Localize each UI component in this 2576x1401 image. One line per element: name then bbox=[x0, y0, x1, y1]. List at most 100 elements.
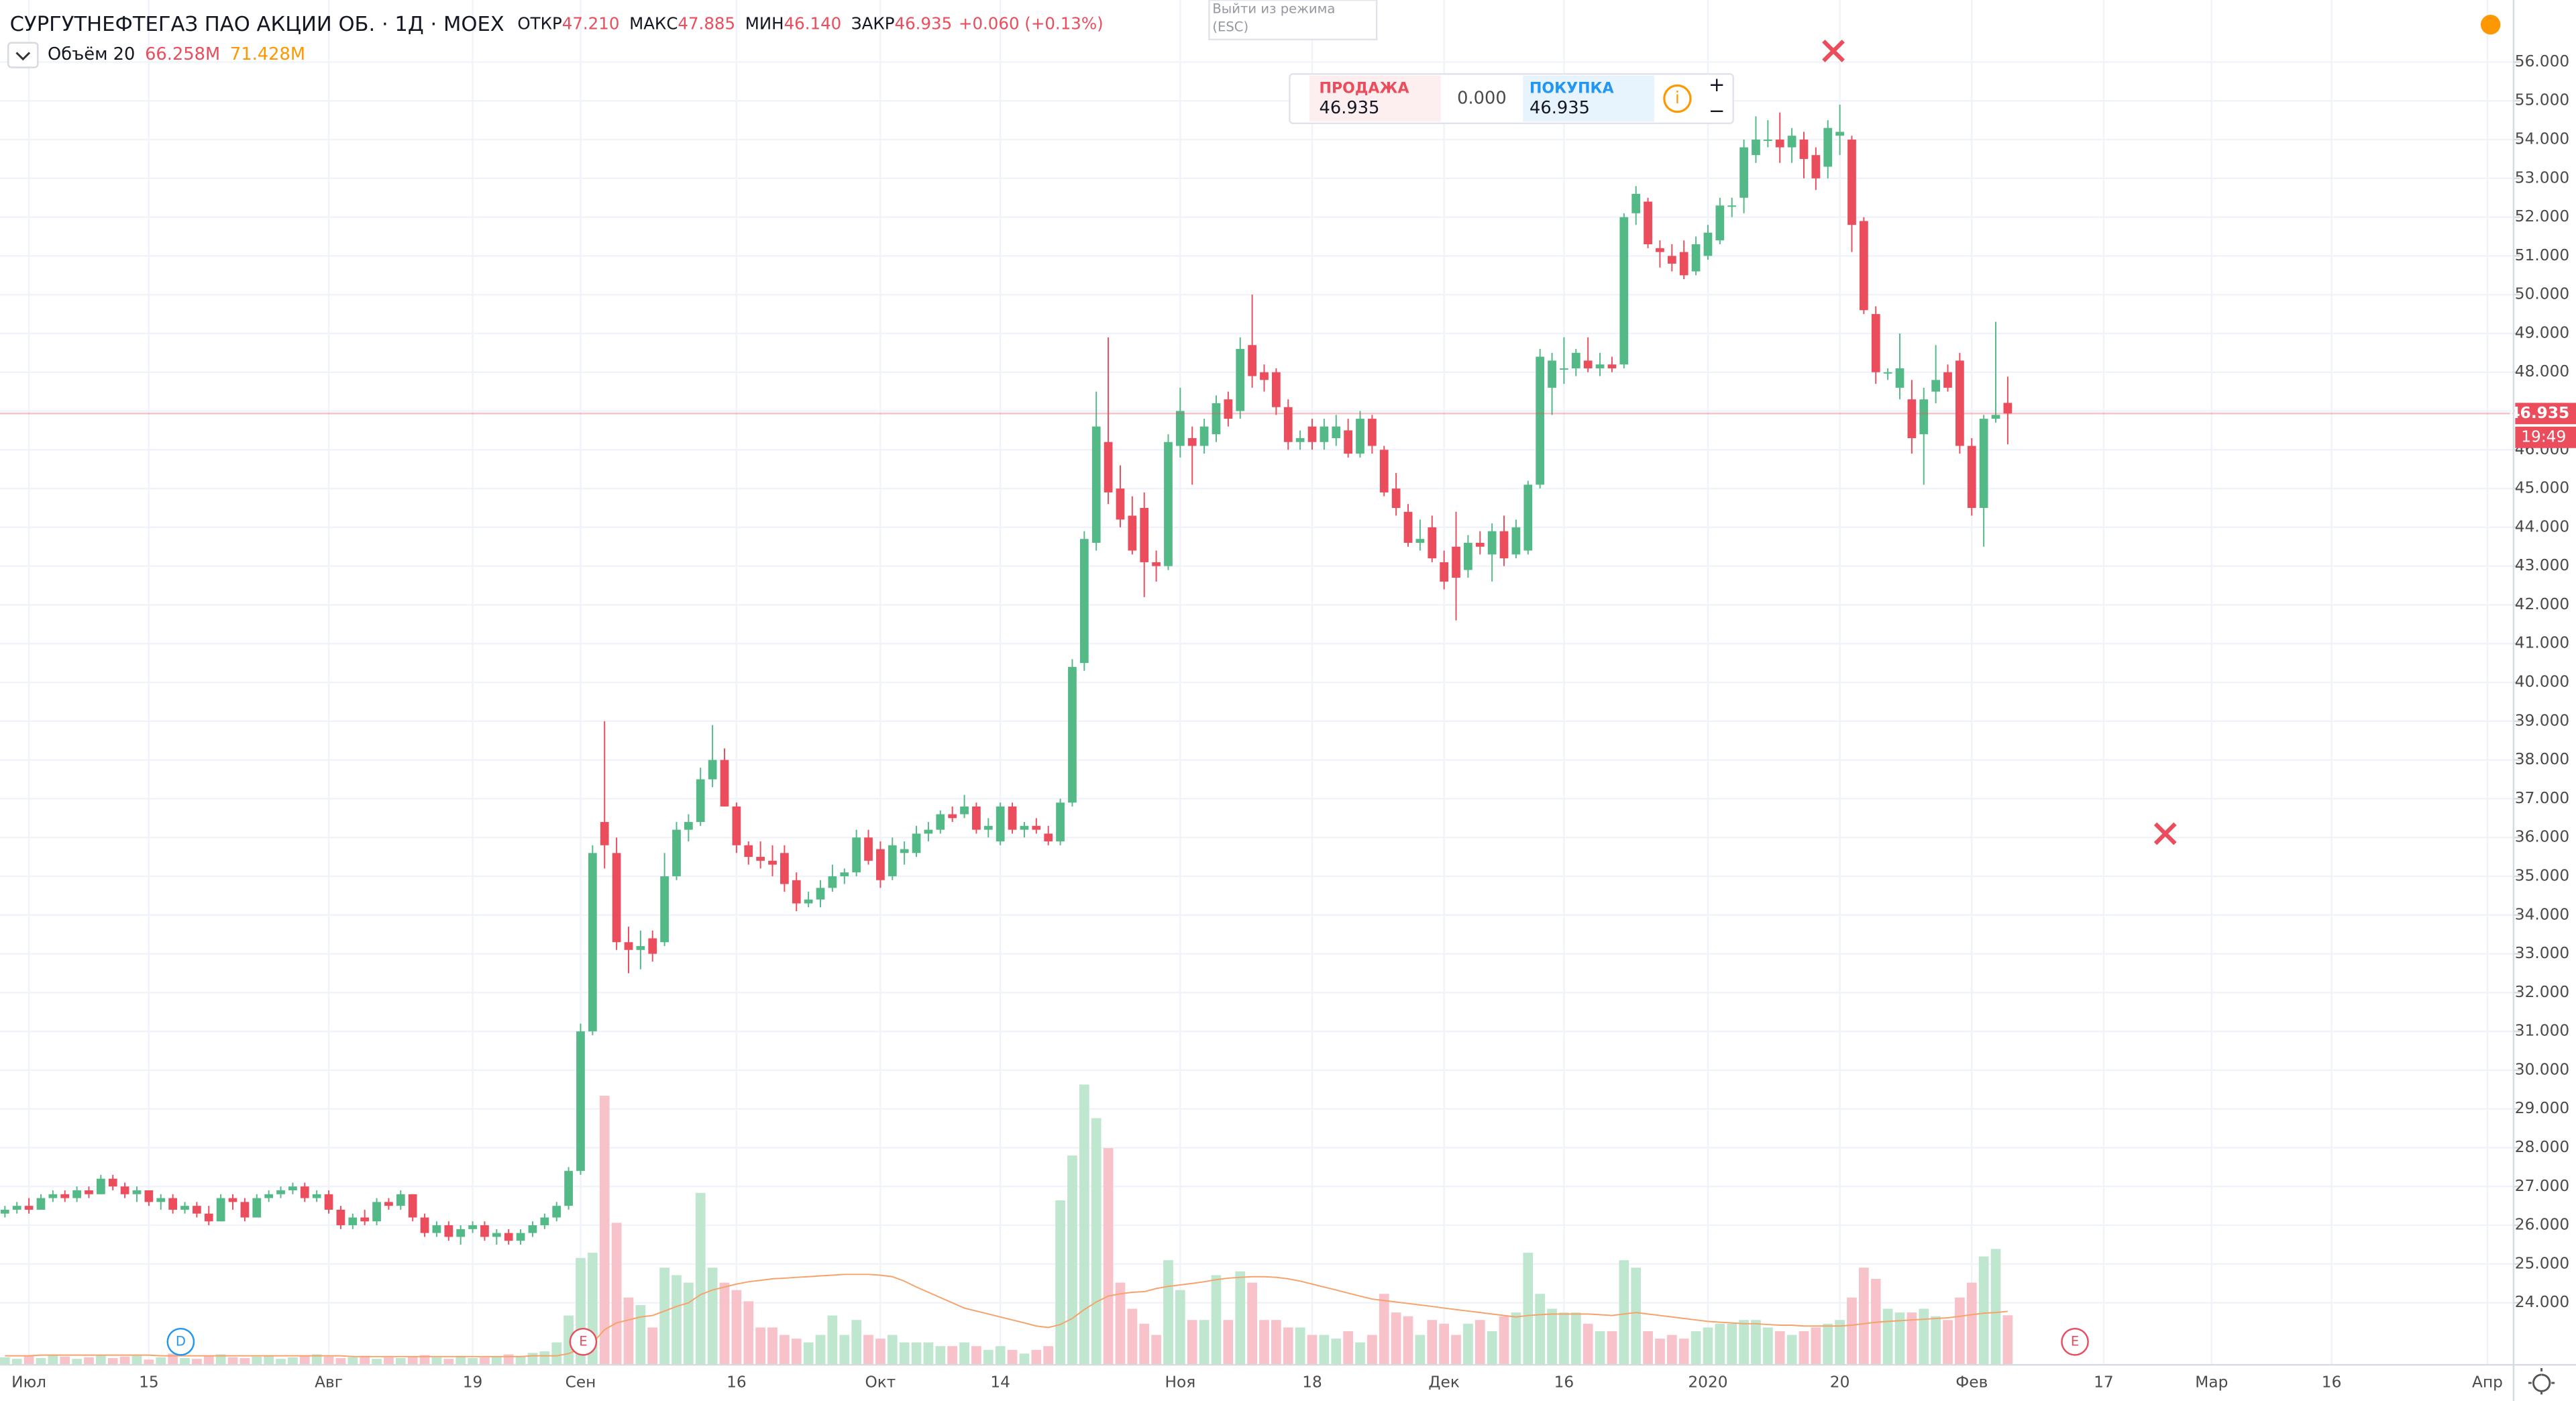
candle-body bbox=[768, 860, 777, 865]
candle-body bbox=[828, 876, 837, 888]
low-label: МИН bbox=[745, 14, 784, 34]
volume-bar bbox=[1163, 1260, 1173, 1365]
candle-body bbox=[672, 829, 681, 876]
x-tick-label: 2020 bbox=[1688, 1373, 1727, 1392]
volume-bar bbox=[863, 1335, 873, 1365]
x-tick-label: 19 bbox=[463, 1373, 483, 1392]
volume-bar bbox=[995, 1346, 1006, 1365]
candle-body bbox=[480, 1225, 489, 1237]
candle-body bbox=[1344, 430, 1352, 454]
volume-bar bbox=[1355, 1342, 1365, 1365]
y-tick-label: 29.000 bbox=[2515, 1099, 2569, 1117]
volume-bar bbox=[1643, 1331, 1653, 1365]
volume-bar bbox=[443, 1359, 454, 1365]
volume-bar bbox=[1582, 1323, 1593, 1365]
candle-body bbox=[1511, 527, 1521, 555]
candle-body bbox=[1152, 562, 1161, 566]
volume-bar bbox=[1451, 1335, 1461, 1365]
volume-bar bbox=[1247, 1282, 1257, 1365]
earnings-event[interactable] bbox=[2061, 1327, 2089, 1356]
alert-icon[interactable] bbox=[2480, 15, 2501, 35]
candle-body bbox=[624, 942, 633, 950]
settings-icon[interactable] bbox=[2528, 1367, 2555, 1395]
y-tick-label: 36.000 bbox=[2515, 828, 2569, 846]
dividend-event[interactable] bbox=[166, 1327, 195, 1356]
volume-bar bbox=[239, 1358, 250, 1365]
volume-bar bbox=[72, 1359, 82, 1365]
candle-body bbox=[1260, 372, 1269, 380]
x-tick-label: 16 bbox=[727, 1373, 747, 1392]
candle-body bbox=[1415, 539, 1425, 543]
volume-bar bbox=[1427, 1320, 1438, 1365]
candle-body bbox=[1044, 833, 1053, 841]
buy-label: ПОКУПКА bbox=[1529, 80, 1614, 97]
event-label: E bbox=[2071, 1333, 2079, 1349]
volume-bar bbox=[372, 1359, 382, 1365]
candle-body bbox=[1595, 364, 1605, 368]
volume-bar bbox=[1331, 1339, 1342, 1365]
sell-button[interactable] bbox=[1309, 75, 1441, 122]
candle-body bbox=[97, 1178, 105, 1194]
y-tick-label: 32.000 bbox=[2515, 983, 2569, 1001]
candle-body bbox=[36, 1198, 46, 1210]
volume-bar bbox=[1115, 1282, 1126, 1365]
candle-body bbox=[924, 829, 933, 834]
candle-body bbox=[288, 1186, 297, 1191]
volume-bar bbox=[1859, 1267, 1869, 1365]
minus-button[interactable]: − bbox=[1709, 99, 1725, 122]
candle-body bbox=[1955, 360, 1964, 446]
info-button[interactable] bbox=[1663, 84, 1692, 113]
candle-body bbox=[1835, 132, 1844, 136]
candle-body bbox=[1068, 666, 1077, 803]
volume-bar bbox=[60, 1356, 70, 1365]
candle-body bbox=[384, 1202, 393, 1206]
y-tick-label: 43.000 bbox=[2515, 556, 2569, 574]
candle-body bbox=[324, 1194, 333, 1210]
volume-bar bbox=[203, 1355, 214, 1365]
candle-body bbox=[1871, 314, 1880, 372]
info-icon: i bbox=[1675, 88, 1680, 107]
volume-bar bbox=[1523, 1252, 1534, 1365]
volume-bar bbox=[2002, 1315, 2013, 1365]
volume-bar bbox=[1439, 1323, 1449, 1365]
volume-bar bbox=[1666, 1335, 1677, 1365]
volume-bar bbox=[1175, 1290, 1185, 1365]
volume-bar bbox=[36, 1358, 46, 1365]
plus-button[interactable]: + bbox=[1709, 73, 1725, 96]
volume-bar bbox=[1235, 1271, 1246, 1365]
y-tick-label: 52.000 bbox=[2515, 207, 2569, 225]
candle-body bbox=[960, 806, 969, 815]
candle-body bbox=[276, 1190, 285, 1194]
volume-bar bbox=[935, 1346, 946, 1365]
candle-body bbox=[216, 1198, 225, 1222]
candle-body bbox=[900, 849, 909, 853]
candle-body bbox=[1499, 531, 1509, 559]
candle-body bbox=[1091, 426, 1101, 543]
candle-body bbox=[60, 1194, 70, 1198]
volume-bar bbox=[1223, 1320, 1234, 1365]
volume-bar bbox=[672, 1275, 682, 1365]
candle-body bbox=[420, 1217, 429, 1233]
y-tick-label: 41.000 bbox=[2515, 634, 2569, 652]
event-label: E bbox=[579, 1333, 587, 1349]
candle-body bbox=[696, 779, 705, 823]
volume-bar bbox=[1619, 1260, 1629, 1365]
volume-bar bbox=[1343, 1331, 1353, 1365]
low-value: 46.140 bbox=[784, 14, 842, 34]
volume-bar bbox=[468, 1358, 478, 1365]
exit-button[interactable] bbox=[1208, 0, 1378, 41]
y-tick-label: 24.000 bbox=[2515, 1293, 2569, 1311]
volume-bar bbox=[1595, 1331, 1605, 1365]
buy-button[interactable] bbox=[1523, 75, 1655, 122]
candle-body bbox=[1368, 419, 1377, 446]
collapse-button[interactable] bbox=[7, 42, 39, 68]
volume-bar bbox=[1283, 1327, 1293, 1365]
candle-body bbox=[1691, 244, 1701, 272]
candle-body bbox=[372, 1202, 381, 1222]
volume-bar bbox=[323, 1356, 334, 1365]
volume-bar bbox=[803, 1342, 814, 1365]
x-tick-label: 16 bbox=[1554, 1373, 1574, 1392]
candle-body bbox=[636, 945, 645, 950]
earnings-event[interactable] bbox=[569, 1327, 598, 1356]
